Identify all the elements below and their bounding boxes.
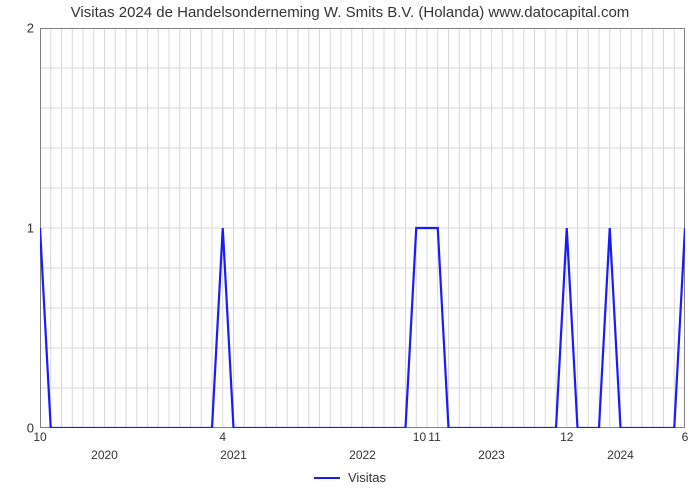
x-value-label: 6 [682, 430, 689, 444]
chart-title: Visitas 2024 de Handelsonderneming W. Sm… [0, 4, 700, 21]
x-value-label: 10 [413, 430, 426, 444]
x-value-label: 12 [560, 430, 573, 444]
x-value-label: 10 [33, 430, 46, 444]
chart-svg [40, 28, 685, 428]
legend-line-icon [314, 477, 340, 479]
x-year-label: 2021 [220, 448, 247, 462]
x-value-label: 11 [428, 430, 440, 444]
x-year-label: 2023 [478, 448, 505, 462]
legend: Visitas [314, 470, 386, 485]
legend-label: Visitas [348, 470, 386, 485]
x-year-label: 2022 [349, 448, 376, 462]
y-tick-label: 1 [4, 221, 34, 236]
chart-container: Visitas 2024 de Handelsonderneming W. Sm… [0, 0, 700, 500]
x-value-label: 4 [219, 430, 226, 444]
y-tick-label: 0 [4, 421, 34, 436]
x-year-label: 2024 [607, 448, 634, 462]
plot-area [40, 28, 685, 428]
y-tick-label: 2 [4, 21, 34, 36]
x-year-label: 2020 [91, 448, 118, 462]
